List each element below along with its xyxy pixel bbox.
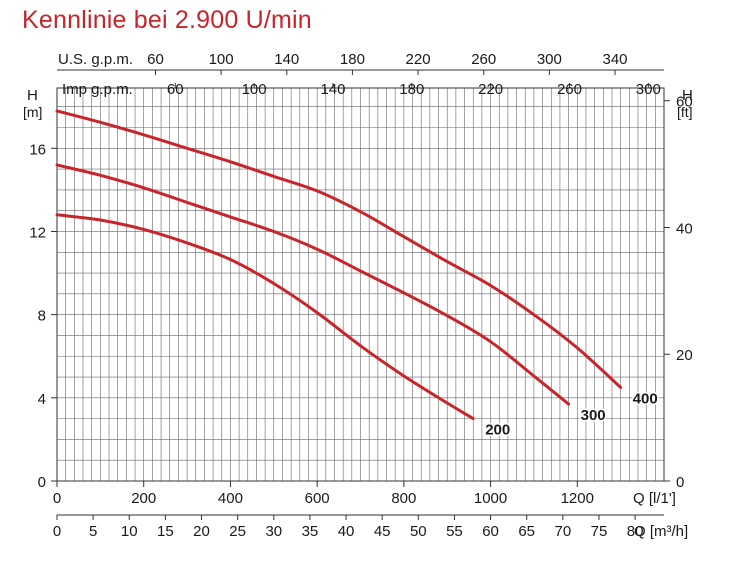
x-m3h-tick-label: 55 bbox=[446, 523, 463, 540]
x-usgpm-axis-label: U.S. g.p.m. bbox=[58, 51, 133, 68]
x-usgpm-tick-label: 340 bbox=[603, 51, 628, 68]
x-usgpm-tick-label: 260 bbox=[471, 51, 496, 68]
x-usgpm-tick-label: 100 bbox=[209, 51, 234, 68]
x-lmin-tick-label: 0 bbox=[53, 490, 61, 507]
x-m3h-tick-label: 5 bbox=[89, 523, 97, 540]
series-label-300: 300 bbox=[581, 407, 606, 424]
x-usgpm-tick-label: 60 bbox=[147, 51, 164, 68]
y-left-tick-label: 12 bbox=[29, 224, 46, 241]
x-impgpm-tick-label: 100 bbox=[242, 81, 267, 98]
series-line-300 bbox=[55, 163, 571, 406]
x-usgpm-tick-label: 180 bbox=[340, 51, 365, 68]
x-m3h-tick-label: 0 bbox=[53, 523, 61, 540]
y-right-tick-label: 0 bbox=[676, 474, 684, 491]
x-m3h-tick-label: 50 bbox=[410, 523, 427, 540]
x-lmin-tick-label: 400 bbox=[218, 490, 243, 507]
plot-frame bbox=[56, 87, 665, 482]
x-m3h-axis-label: Q [m³/h] bbox=[634, 523, 688, 540]
series-line-200 bbox=[55, 213, 475, 421]
x-lmin-tick-label: 1200 bbox=[561, 490, 594, 507]
y-left-axis-label: H bbox=[27, 87, 38, 104]
chart-title: Kennlinie bei 2.900 U/min bbox=[22, 6, 312, 34]
x-impgpm-tick-label: 260 bbox=[557, 81, 582, 98]
y-left-tick-label: 8 bbox=[38, 308, 46, 325]
series-curves: 200 300 400 bbox=[55, 109, 659, 440]
x-m3h-tick-label: 10 bbox=[121, 523, 138, 540]
y-left-tick-label: 16 bbox=[29, 141, 46, 158]
x-m3h-tick-label: 80 bbox=[627, 523, 644, 540]
x-impgpm-axis-label: Imp g.p.m. bbox=[62, 81, 133, 98]
x-usgpm-tick-label: 300 bbox=[537, 51, 562, 68]
x-m3h-tick-label: 30 bbox=[265, 523, 282, 540]
y-left-tick-label: 0 bbox=[38, 474, 46, 491]
x-m3h-tick-label: 15 bbox=[157, 523, 174, 540]
plot-border bbox=[56, 87, 665, 482]
x-lmin-tick-label: 800 bbox=[391, 490, 416, 507]
x-impgpm-tick-label: 300 bbox=[636, 81, 661, 98]
x-lmin-tick-label: 200 bbox=[131, 490, 156, 507]
series-line-400 bbox=[55, 109, 623, 389]
x-impgpm-tick-label: 220 bbox=[478, 81, 503, 98]
x-lmin-axis-label: Q [l/1'] bbox=[633, 490, 676, 507]
x-m3h-tick-label: 20 bbox=[193, 523, 210, 540]
x-m3h-tick-label: 70 bbox=[554, 523, 571, 540]
x-usgpm-tick-label: 220 bbox=[406, 51, 431, 68]
x-impgpm-tick-label: 180 bbox=[399, 81, 424, 98]
y-right-axis-label: H bbox=[682, 87, 693, 104]
x-usgpm-tick-label: 140 bbox=[274, 51, 299, 68]
x-m3h-tick-label: 35 bbox=[302, 523, 319, 540]
x-m3h-tick-label: 40 bbox=[338, 523, 355, 540]
x-lmin-tick-label: 600 bbox=[305, 490, 330, 507]
y-right-tick-label: 40 bbox=[676, 220, 693, 237]
series-label-200: 200 bbox=[485, 422, 510, 439]
x-m3h-tick-label: 60 bbox=[482, 523, 499, 540]
x-m3h-tick-label: 45 bbox=[374, 523, 391, 540]
y-left-tick-label: 4 bbox=[38, 391, 46, 408]
y-right-tick-label: 20 bbox=[676, 347, 693, 364]
y-right-tick-label: 60 bbox=[676, 94, 693, 111]
x-lmin-tick-label: 1000 bbox=[474, 490, 507, 507]
x-impgpm-tick-label: 140 bbox=[320, 81, 345, 98]
x-m3h-tick-label: 65 bbox=[518, 523, 535, 540]
x-impgpm-tick-label: 60 bbox=[167, 81, 184, 98]
series-label-400: 400 bbox=[633, 390, 658, 407]
y-right-axis-unit: [ft] bbox=[677, 104, 693, 120]
grid-lines bbox=[57, 88, 664, 481]
y-left-axis-unit: [m] bbox=[23, 104, 42, 120]
x-m3h-tick-label: 25 bbox=[229, 523, 246, 540]
x-m3h-tick-label: 75 bbox=[591, 523, 608, 540]
